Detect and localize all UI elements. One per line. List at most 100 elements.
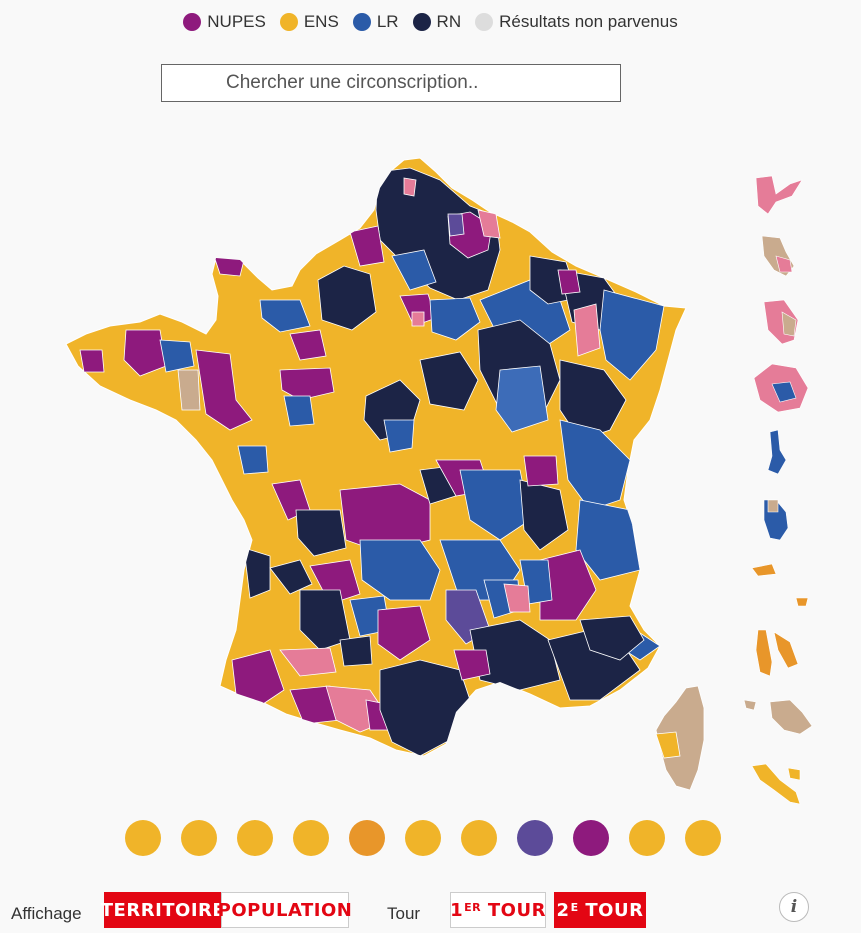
- legend-item-non-parvenus[interactable]: Résultats non parvenus: [475, 12, 678, 32]
- spm[interactable]: [751, 563, 777, 577]
- region-normandie-lr[interactable]: [259, 299, 311, 333]
- legend-item-nupes[interactable]: NUPES: [183, 12, 266, 32]
- region-gard-rn[interactable]: [469, 619, 561, 691]
- controls-bar: Affichage TERRITOIRE POPULATION Tour 1 ER…: [0, 892, 861, 932]
- legend-dot-non-parvenus: [475, 13, 494, 31]
- legend-item-rn[interactable]: RN: [412, 12, 461, 32]
- region-lot-rn[interactable]: [299, 589, 351, 651]
- reunion-lr[interactable]: [771, 381, 797, 403]
- region-picardie-rn[interactable]: [317, 265, 377, 331]
- info-icon[interactable]: i: [779, 892, 809, 922]
- region-centre-rn-2[interactable]: [419, 351, 479, 411]
- region-lorraine-pink[interactable]: [573, 303, 601, 357]
- metropole[interactable]: [65, 157, 705, 791]
- region-tarn-rn[interactable]: [339, 635, 373, 667]
- mayotte[interactable]: [767, 429, 787, 475]
- region-gironde-rn[interactable]: [243, 547, 271, 599]
- population-button[interactable]: POPULATION: [218, 892, 352, 928]
- region-isere-nupes[interactable]: [539, 549, 597, 621]
- wallis[interactable]: [755, 629, 773, 677]
- region-nord-pink-2[interactable]: [477, 209, 501, 239]
- region-jura-lr[interactable]: [559, 419, 631, 511]
- search-input[interactable]: [161, 64, 621, 102]
- region-limousin-nupes[interactable]: [339, 483, 431, 553]
- overseas-circle-1[interactable]: [125, 820, 161, 856]
- overseas-circles: [125, 820, 721, 856]
- region-var-rn[interactable]: [579, 615, 645, 661]
- region-herault-nupes[interactable]: [453, 649, 491, 681]
- region-gironde-rn-2[interactable]: [269, 559, 313, 595]
- legend-dot-nupes: [183, 13, 202, 31]
- legend-dot-rn: [412, 13, 431, 31]
- corse-ens[interactable]: [655, 731, 681, 759]
- region-bretagne-nupes[interactable]: [123, 329, 167, 377]
- outre-mer[interactable]: [743, 175, 813, 805]
- region-landes-nupes[interactable]: [231, 649, 285, 707]
- martinique-pink[interactable]: [775, 255, 793, 273]
- region-bretagne-lr[interactable]: [159, 339, 195, 373]
- overseas-circle-7[interactable]: [461, 820, 497, 856]
- region-paca-pink[interactable]: [503, 583, 531, 613]
- region-tarn-nupes[interactable]: [377, 605, 431, 661]
- region-auvergne-lr-2[interactable]: [359, 539, 441, 601]
- polynesie-2[interactable]: [743, 699, 757, 711]
- legend-label-nupes: NUPES: [207, 12, 266, 31]
- region-picardie-nupes[interactable]: [349, 225, 385, 267]
- region-auvergne-lr[interactable]: [459, 469, 531, 541]
- region-bretagne-nupes-3[interactable]: [195, 349, 253, 431]
- nouvelle-caledonie-tan[interactable]: [767, 499, 779, 513]
- region-pays-loire-nupes[interactable]: [279, 367, 335, 401]
- population-label: POPULATION: [217, 899, 353, 921]
- region-normandie-nupes-2[interactable]: [289, 329, 327, 361]
- guadeloupe[interactable]: [755, 175, 803, 215]
- region-poitou-rn[interactable]: [295, 509, 347, 557]
- guyane-tan[interactable]: [781, 311, 797, 337]
- legend-item-lr[interactable]: LR: [352, 12, 399, 32]
- overseas-circle-11[interactable]: [685, 820, 721, 856]
- overseas-circle-3[interactable]: [237, 820, 273, 856]
- overseas-circle-10[interactable]: [629, 820, 665, 856]
- region-alpes-lr[interactable]: [575, 499, 641, 581]
- region-franche-comte-rn[interactable]: [559, 359, 627, 441]
- polynesie[interactable]: [769, 699, 813, 735]
- circonscriptions[interactable]: [79, 167, 665, 756]
- region-idf-lr[interactable]: [429, 297, 481, 341]
- region-rhone-rn[interactable]: [519, 479, 569, 551]
- overseas-circle-2[interactable]: [181, 820, 217, 856]
- tour-1-button[interactable]: 1 ER TOUR: [450, 892, 546, 928]
- region-nord-violet[interactable]: [447, 213, 465, 237]
- region-centre-lr[interactable]: [383, 419, 415, 453]
- territoire-button[interactable]: TERRITOIRE: [101, 892, 225, 928]
- spm-2[interactable]: [795, 597, 809, 607]
- wallis-2[interactable]: [773, 631, 799, 669]
- tour-1-sup: ER: [464, 900, 482, 914]
- region-idf-pink[interactable]: [411, 311, 425, 327]
- overseas-circle-4[interactable]: [293, 820, 329, 856]
- region-languedoc-rn[interactable]: [379, 659, 471, 756]
- overseas-circle-6[interactable]: [405, 820, 441, 856]
- legend-item-ens[interactable]: ENS: [279, 12, 339, 32]
- region-nord-pink[interactable]: [403, 177, 417, 197]
- region-picardie-lr[interactable]: [391, 249, 437, 291]
- region-bourgogne-lr[interactable]: [495, 365, 549, 433]
- region-alsace-lr[interactable]: [599, 289, 665, 381]
- region-pays-loire-lr[interactable]: [283, 395, 315, 427]
- overseas-circle-5[interactable]: [349, 820, 385, 856]
- francais-etranger-2[interactable]: [787, 767, 801, 781]
- region-vendee-lr[interactable]: [237, 445, 269, 475]
- corse[interactable]: [655, 685, 705, 791]
- legend-label-lr: LR: [376, 12, 399, 31]
- region-lorraine-nupes[interactable]: [557, 269, 581, 295]
- region-bretagne-nupes-2[interactable]: [79, 349, 105, 373]
- region-rhone-nupes[interactable]: [523, 455, 559, 487]
- legend-label-non-parvenus: Résultats non parvenus: [499, 12, 678, 31]
- region-gers-pink[interactable]: [279, 647, 337, 677]
- overseas-circle-9[interactable]: [573, 820, 609, 856]
- region-bretagne-tan[interactable]: [177, 369, 201, 411]
- affichage-label: Affichage: [11, 904, 82, 923]
- legend-label-ens: ENS: [303, 12, 339, 31]
- overseas-circle-8[interactable]: [517, 820, 553, 856]
- francais-etranger[interactable]: [751, 763, 801, 805]
